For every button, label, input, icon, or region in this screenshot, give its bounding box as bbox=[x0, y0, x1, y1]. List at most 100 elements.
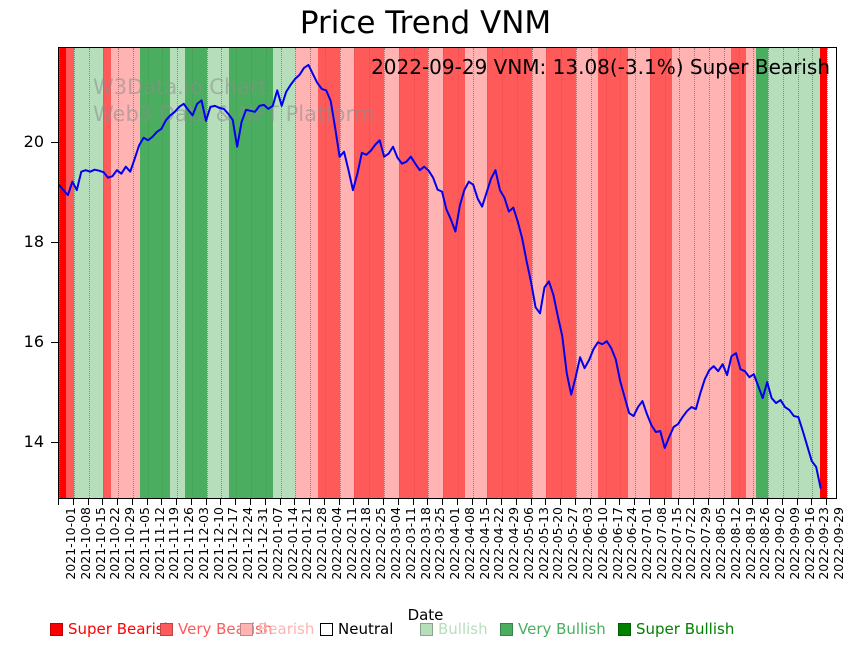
gridline bbox=[59, 48, 60, 498]
legend-label: Super Bullish bbox=[636, 620, 735, 638]
x-tick bbox=[176, 499, 178, 505]
sentiment-band bbox=[443, 48, 466, 498]
x-tick bbox=[250, 499, 252, 505]
gridline bbox=[147, 48, 149, 498]
x-tick bbox=[486, 499, 488, 505]
legend-item[interactable]: Super Bearish bbox=[50, 620, 173, 638]
legend-item[interactable]: Bearish bbox=[240, 620, 314, 638]
legend-swatch bbox=[420, 622, 433, 636]
x-tick-label: 2021-10-15 bbox=[92, 507, 108, 580]
page-title: Price Trend VNM bbox=[299, 5, 552, 41]
gridline bbox=[443, 48, 445, 498]
price-line bbox=[59, 63, 822, 489]
x-axis-ticks bbox=[58, 499, 837, 507]
gridline bbox=[679, 48, 681, 498]
x-tick-label: 2022-01-28 bbox=[314, 507, 330, 580]
gridline bbox=[782, 48, 784, 498]
x-tick bbox=[707, 499, 709, 505]
sentiment-band bbox=[627, 48, 650, 498]
x-tick bbox=[648, 499, 650, 505]
legend-item[interactable]: Super Bullish bbox=[618, 620, 734, 638]
x-tick bbox=[530, 499, 532, 505]
legend-label: Super Bearish bbox=[68, 620, 174, 638]
sentiment-band bbox=[59, 48, 67, 498]
x-tick-label: 2022-02-25 bbox=[373, 507, 389, 580]
sentiment-band bbox=[354, 48, 384, 498]
x-tick-label: 2022-03-25 bbox=[432, 507, 448, 580]
sentiment-band bbox=[672, 48, 732, 498]
x-tick bbox=[146, 499, 148, 505]
x-tick bbox=[117, 499, 119, 505]
sentiment-band bbox=[339, 48, 355, 498]
gridline bbox=[280, 48, 282, 498]
gridline bbox=[310, 48, 312, 498]
gridline bbox=[561, 48, 563, 498]
x-tick-label: 2022-07-08 bbox=[653, 507, 669, 580]
legend-item[interactable]: Very Bullish bbox=[500, 620, 606, 638]
gridline bbox=[753, 48, 755, 498]
gridline bbox=[103, 48, 105, 498]
x-tick-label: 2021-12-31 bbox=[255, 507, 271, 580]
vertical-gridlines bbox=[59, 48, 836, 498]
x-tick-label: 2022-04-01 bbox=[447, 507, 463, 580]
x-tick bbox=[560, 499, 562, 505]
x-tick-label: 2022-06-10 bbox=[594, 507, 610, 580]
gridline bbox=[546, 48, 548, 498]
x-tick-label: 2022-02-04 bbox=[328, 507, 344, 580]
x-tick-label: 2022-03-18 bbox=[417, 507, 433, 580]
x-tick bbox=[619, 499, 621, 505]
gridline bbox=[576, 48, 577, 498]
x-tick-label: 2022-05-06 bbox=[520, 507, 536, 580]
legend-item[interactable]: Neutral bbox=[320, 620, 393, 638]
x-tick bbox=[338, 499, 340, 505]
sentiment-band bbox=[531, 48, 547, 498]
y-tick bbox=[51, 142, 58, 143]
x-tick bbox=[220, 499, 222, 505]
x-tick bbox=[294, 499, 296, 505]
legend-item[interactable]: Bullish bbox=[420, 620, 488, 638]
y-tick bbox=[51, 242, 58, 243]
x-tick-label: 2022-09-23 bbox=[816, 507, 832, 580]
x-tick bbox=[323, 499, 325, 505]
x-tick bbox=[397, 499, 399, 505]
x-tick-label: 2022-08-05 bbox=[712, 507, 728, 580]
legend-swatch bbox=[618, 622, 631, 636]
gridline bbox=[827, 48, 829, 498]
sentiment-bands bbox=[59, 48, 836, 498]
gridline bbox=[191, 48, 193, 498]
x-tick bbox=[634, 499, 636, 505]
gridline bbox=[88, 48, 90, 498]
x-tick-label: 2021-12-03 bbox=[195, 507, 211, 580]
sentiment-band bbox=[487, 48, 532, 498]
latest-value-annotation: 2022-09-29 VNM: 13.08(-3.1%) Super Beari… bbox=[371, 55, 830, 79]
x-tick-label: 2022-09-02 bbox=[772, 507, 788, 580]
x-tick bbox=[102, 499, 104, 505]
x-tick bbox=[693, 499, 695, 505]
x-tick-label: 2021-11-12 bbox=[151, 507, 167, 580]
gridline bbox=[605, 48, 607, 498]
x-tick bbox=[412, 499, 414, 505]
legend-label: Bullish bbox=[438, 620, 488, 638]
gridline bbox=[295, 48, 297, 498]
sentiment-band bbox=[745, 48, 757, 498]
gridline bbox=[708, 48, 710, 498]
gridline bbox=[694, 48, 696, 498]
x-tick bbox=[515, 499, 517, 505]
x-tick-label: 2022-02-11 bbox=[343, 507, 359, 580]
x-tick bbox=[752, 499, 754, 505]
y-tick-label: 18 bbox=[23, 232, 44, 251]
sentiment-band bbox=[295, 48, 318, 498]
sentiment-band bbox=[731, 48, 746, 498]
x-tick bbox=[382, 499, 384, 505]
x-tick bbox=[264, 499, 266, 505]
gridline bbox=[413, 48, 415, 498]
x-tick bbox=[58, 499, 59, 505]
gridline bbox=[738, 48, 740, 498]
x-tick bbox=[87, 499, 89, 505]
gridline bbox=[369, 48, 371, 498]
y-tick-label: 14 bbox=[23, 432, 44, 451]
gridline bbox=[324, 48, 326, 498]
x-tick-label: 2021-10-08 bbox=[77, 507, 93, 580]
x-axis-label: Date bbox=[407, 606, 444, 624]
gridline bbox=[428, 48, 430, 498]
